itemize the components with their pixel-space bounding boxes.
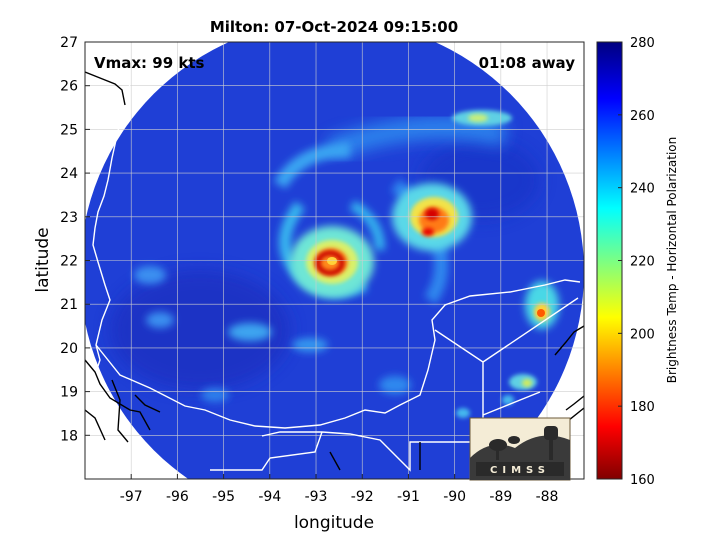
grid-lines <box>85 41 584 479</box>
y-axis-ticks: 18 19 20 21 22 23 24 25 26 27 <box>60 35 90 444</box>
y-tick-label: 19 <box>60 385 78 401</box>
colorbar-tick-label: 280 <box>630 36 655 51</box>
colorbar-tick-label: 160 <box>630 473 655 488</box>
colorbar-tick-label: 200 <box>630 327 655 342</box>
x-tick-label: -92 <box>351 489 374 505</box>
x-axis-label: longitude <box>294 513 374 533</box>
chart-title: Milton: 07-Oct-2024 09:15:00 <box>210 18 458 36</box>
y-tick-label: 22 <box>60 254 78 270</box>
colorbar-tick-label: 240 <box>630 182 655 197</box>
x-tick-label: -89 <box>489 489 512 505</box>
x-tick-label: -88 <box>536 489 559 505</box>
y-tick-label: 20 <box>60 341 78 357</box>
cimss-logo: CIMSS <box>469 417 571 481</box>
y-tick-label: 25 <box>60 122 78 138</box>
y-tick-label: 27 <box>60 35 78 51</box>
x-axis-ticks: -97 -96 -95 -94 -93 -92 -91 -90 -89 -88 <box>120 474 559 505</box>
y-tick-label: 23 <box>60 210 78 226</box>
x-tick-label: -93 <box>305 489 328 505</box>
x-tick-label: -95 <box>212 489 235 505</box>
y-tick-label: 24 <box>60 166 78 182</box>
x-tick-label: -97 <box>120 489 143 505</box>
yucatan-coast <box>95 279 581 429</box>
central-america-outline <box>85 359 584 471</box>
y-tick-label: 21 <box>60 297 78 313</box>
mexico-gulf-coast <box>85 83 131 396</box>
cuba-outline <box>554 325 584 356</box>
y-tick-label: 18 <box>60 428 78 444</box>
colorbar-ticks: 160 180 200 220 240 260 280 <box>618 36 655 488</box>
texas-coast <box>85 71 126 106</box>
y-axis-label: latitude <box>33 227 53 292</box>
state-borders <box>210 297 579 472</box>
colorbar-tick-label: 260 <box>630 109 655 124</box>
colorbar-label: Brightness Temp - Horizontal Polarizatio… <box>665 137 679 384</box>
x-tick-label: -91 <box>397 489 420 505</box>
x-tick-label: -94 <box>258 489 281 505</box>
x-tick-label: -90 <box>443 489 466 505</box>
vmax-annotation: Vmax: 99 kts <box>94 54 204 72</box>
x-tick-label: -96 <box>166 489 189 505</box>
time-away-annotation: 01:08 away <box>479 54 576 72</box>
logo-lettering: CIMSS <box>490 465 550 476</box>
y-tick-label: 26 <box>60 79 78 95</box>
coastlines <box>85 71 584 472</box>
colorbar-tick-label: 180 <box>630 400 655 415</box>
colorbar-tick-label: 220 <box>630 255 655 270</box>
